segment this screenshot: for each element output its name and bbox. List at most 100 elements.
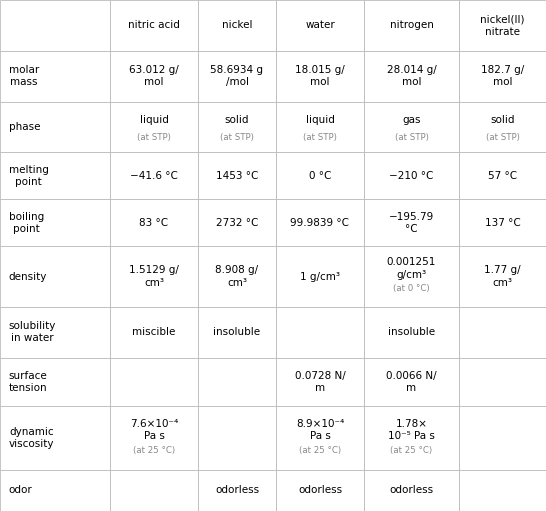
Bar xyxy=(459,0,546,51)
Bar xyxy=(0,246,110,307)
Text: 1.77 g/
cm³: 1.77 g/ cm³ xyxy=(484,265,521,288)
Text: 83 °C: 83 °C xyxy=(139,218,169,228)
Bar xyxy=(364,0,459,51)
Text: odorless: odorless xyxy=(389,485,434,496)
Bar xyxy=(0,51,110,102)
Text: 57 °C: 57 °C xyxy=(488,171,517,181)
Bar xyxy=(276,102,364,152)
Bar xyxy=(198,51,276,102)
Bar xyxy=(364,470,459,511)
Bar xyxy=(364,406,459,470)
Text: 18.015 g/
mol: 18.015 g/ mol xyxy=(295,65,345,87)
Bar xyxy=(110,470,198,511)
Text: 8.9×10⁻⁴
Pa s: 8.9×10⁻⁴ Pa s xyxy=(296,419,344,441)
Text: 1.5129 g/
cm³: 1.5129 g/ cm³ xyxy=(129,265,179,288)
Bar xyxy=(276,470,364,511)
Bar xyxy=(459,102,546,152)
Text: 1 g/cm³: 1 g/cm³ xyxy=(300,271,340,282)
Bar xyxy=(198,199,276,246)
Text: −41.6 °C: −41.6 °C xyxy=(130,171,178,181)
Text: 7.6×10⁻⁴
Pa s: 7.6×10⁻⁴ Pa s xyxy=(130,419,178,441)
Text: 182.7 g/
mol: 182.7 g/ mol xyxy=(481,65,524,87)
Text: solid: solid xyxy=(225,115,250,125)
Text: (at STP): (at STP) xyxy=(137,133,171,142)
Bar xyxy=(364,246,459,307)
Bar xyxy=(110,246,198,307)
Text: phase: phase xyxy=(9,122,40,132)
Text: −195.79
°C: −195.79 °C xyxy=(389,212,434,234)
Text: 0.0728 N/
m: 0.0728 N/ m xyxy=(295,371,346,393)
Text: 1.78×
10⁻⁵ Pa s: 1.78× 10⁻⁵ Pa s xyxy=(388,419,435,441)
Text: 0.0066 N/
m: 0.0066 N/ m xyxy=(386,371,437,393)
Bar xyxy=(276,307,364,358)
Bar xyxy=(110,199,198,246)
Bar xyxy=(198,307,276,358)
Bar xyxy=(0,358,110,406)
Bar xyxy=(0,307,110,358)
Bar xyxy=(110,358,198,406)
Bar xyxy=(459,246,546,307)
Text: nickel: nickel xyxy=(222,20,252,30)
Text: solubility
in water: solubility in water xyxy=(9,321,56,343)
Bar xyxy=(276,51,364,102)
Text: nickel(II)
nitrate: nickel(II) nitrate xyxy=(480,14,525,37)
Text: (at 25 °C): (at 25 °C) xyxy=(133,447,175,455)
Text: (at STP): (at STP) xyxy=(395,133,429,142)
Text: 0.001251
g/cm³: 0.001251 g/cm³ xyxy=(387,258,436,280)
Text: 1453 °C: 1453 °C xyxy=(216,171,258,181)
Text: −210 °C: −210 °C xyxy=(389,171,434,181)
Bar xyxy=(110,102,198,152)
Bar xyxy=(459,307,546,358)
Bar xyxy=(0,102,110,152)
Text: water: water xyxy=(305,20,335,30)
Bar xyxy=(276,199,364,246)
Text: nitric acid: nitric acid xyxy=(128,20,180,30)
Bar xyxy=(198,102,276,152)
Text: miscible: miscible xyxy=(132,327,176,337)
Bar xyxy=(0,0,110,51)
Bar xyxy=(0,406,110,470)
Bar xyxy=(198,152,276,199)
Bar xyxy=(364,51,459,102)
Bar xyxy=(0,152,110,199)
Text: (at 25 °C): (at 25 °C) xyxy=(299,447,341,455)
Bar xyxy=(110,406,198,470)
Text: odor: odor xyxy=(9,485,33,496)
Text: (at 25 °C): (at 25 °C) xyxy=(390,447,432,455)
Bar xyxy=(110,307,198,358)
Text: insoluble: insoluble xyxy=(213,327,260,337)
Bar xyxy=(198,0,276,51)
Text: boiling
point: boiling point xyxy=(9,212,44,234)
Bar xyxy=(364,199,459,246)
Text: 0 °C: 0 °C xyxy=(309,171,331,181)
Bar xyxy=(198,470,276,511)
Bar xyxy=(364,102,459,152)
Text: gas: gas xyxy=(402,115,421,125)
Text: 58.6934 g
/mol: 58.6934 g /mol xyxy=(211,65,264,87)
Bar xyxy=(276,0,364,51)
Text: molar
mass: molar mass xyxy=(9,65,39,87)
Bar xyxy=(198,246,276,307)
Bar xyxy=(276,358,364,406)
Bar xyxy=(110,0,198,51)
Bar xyxy=(459,358,546,406)
Bar xyxy=(459,470,546,511)
Text: 99.9839 °C: 99.9839 °C xyxy=(290,218,349,228)
Text: surface
tension: surface tension xyxy=(9,371,48,393)
Bar xyxy=(110,51,198,102)
Bar xyxy=(198,358,276,406)
Bar xyxy=(364,152,459,199)
Bar xyxy=(459,406,546,470)
Text: (at STP): (at STP) xyxy=(303,133,337,142)
Text: 2732 °C: 2732 °C xyxy=(216,218,258,228)
Text: odorless: odorless xyxy=(215,485,259,496)
Text: (at STP): (at STP) xyxy=(220,133,254,142)
Text: (at 0 °C): (at 0 °C) xyxy=(393,284,430,293)
Bar xyxy=(364,307,459,358)
Text: (at STP): (at STP) xyxy=(485,133,519,142)
Text: 28.014 g/
mol: 28.014 g/ mol xyxy=(387,65,436,87)
Text: solid: solid xyxy=(490,115,515,125)
Bar xyxy=(110,152,198,199)
Text: dynamic
viscosity: dynamic viscosity xyxy=(9,427,54,449)
Text: insoluble: insoluble xyxy=(388,327,435,337)
